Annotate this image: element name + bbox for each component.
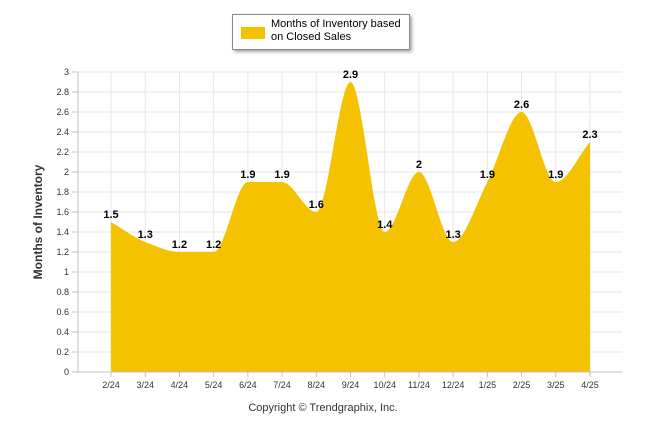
y-tick-label: 1 [64, 267, 69, 277]
x-tick-label: 4/25 [581, 380, 599, 390]
legend-label-line2: on Closed Sales [271, 31, 352, 43]
x-tick-label: 12/24 [442, 380, 465, 390]
copyright-text: Copyright © Trendgraphix, Inc. [248, 402, 398, 414]
data-label: 1.6 [309, 199, 324, 211]
data-label: 1.2 [206, 239, 221, 251]
axis-layer: 0 0.2 0.4 0.6 0.8 1 1.2 1.4 1.6 1.8 2 2.2 2.4 2.6 2.8 3… [56, 67, 622, 390]
data-label: 2.6 [514, 99, 529, 111]
data-label: 1.9 [480, 169, 495, 181]
y-tick-label: 0.2 [56, 347, 69, 357]
y-axis-title: Months of Inventory [31, 164, 45, 279]
y-tick-label: 0.8 [56, 287, 69, 297]
x-tick-label: 8/24 [308, 380, 326, 390]
x-tick-label: 6/24 [239, 380, 257, 390]
data-label: 1.2 [172, 239, 187, 251]
x-tick-label: 5/24 [205, 380, 223, 390]
y-tick-label: 2.4 [56, 127, 69, 137]
y-tick-label: 0 [64, 367, 69, 377]
area-layer [111, 82, 590, 372]
x-tick-label: 9/24 [342, 380, 360, 390]
data-label: 1.9 [274, 169, 289, 181]
x-tick-label: 2/25 [513, 380, 531, 390]
legend: Months of Inventory based on Closed Sale… [232, 14, 410, 50]
y-tick-label: 1.8 [56, 187, 69, 197]
area-series [111, 82, 590, 372]
x-tick-label: 11/24 [408, 380, 430, 390]
data-label: 1.3 [138, 229, 153, 241]
data-label: 2.9 [343, 69, 358, 81]
data-label: 2 [416, 159, 422, 171]
y-tick-label: 0.6 [56, 307, 69, 317]
x-tick-label: 2/24 [102, 380, 120, 390]
legend-label: Months of Inventory based on Closed Sale… [271, 18, 409, 44]
y-tick-label: 2.8 [56, 87, 69, 97]
data-label: 1.4 [377, 219, 393, 231]
data-label: 2.3 [582, 129, 597, 141]
y-tick-label: 2.2 [56, 147, 69, 157]
data-label: 1.3 [445, 229, 460, 241]
data-label: 1.9 [548, 169, 563, 181]
legend-label-line1: Months of Inventory based [271, 18, 401, 30]
label-layer: 1.5 1.3 1.2 1.2 1.9 1.9 1.6 2.9 1.4 2 1.3 1.9 2.6 1.9… [103, 69, 597, 251]
y-tick-label: 2.6 [56, 107, 69, 117]
legend-swatch [241, 27, 265, 39]
x-tick-label: 3/25 [547, 380, 565, 390]
x-tick-label: 1/25 [479, 380, 497, 390]
x-tick-label: 10/24 [373, 380, 396, 390]
y-tick-label: 2 [64, 167, 69, 177]
data-label: 1.9 [240, 169, 255, 181]
y-tick-label: 0.4 [56, 327, 69, 337]
x-tick-label: 7/24 [273, 380, 291, 390]
data-label: 1.5 [103, 209, 118, 221]
y-tick-label: 1.4 [56, 227, 69, 237]
y-tick-label: 1.6 [56, 207, 69, 217]
y-tick-label: 1.2 [56, 247, 69, 257]
x-tick-label: 4/24 [171, 380, 189, 390]
x-tick-label: 3/24 [136, 380, 154, 390]
y-tick-label: 3 [64, 67, 69, 77]
